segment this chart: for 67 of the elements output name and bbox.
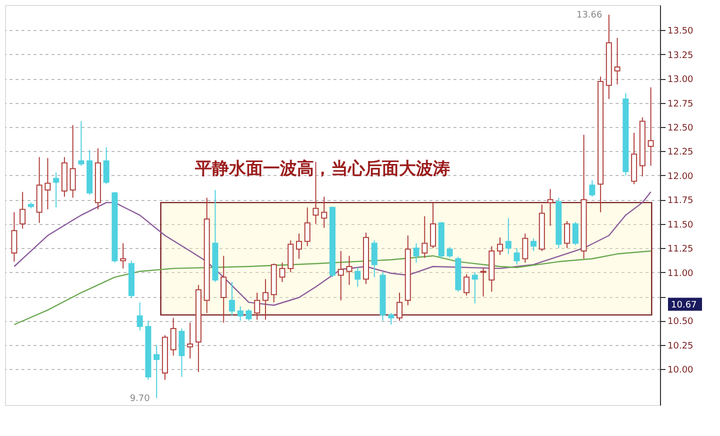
candlestick — [53, 172, 60, 208]
y-tick-label: 10.50 — [668, 317, 694, 328]
candlestick — [20, 191, 26, 230]
y-tick-label: 10.00 — [668, 366, 694, 376]
candlestick — [446, 246, 453, 258]
candlestick — [304, 206, 310, 247]
candlestick — [564, 220, 570, 249]
candlestick — [648, 86, 654, 166]
candlestick — [296, 233, 302, 260]
candlestick — [220, 255, 227, 324]
candlestick — [246, 308, 252, 322]
candlestick — [589, 180, 596, 198]
y-tick-label: 11.25 — [668, 244, 694, 255]
line-series — [14, 250, 652, 326]
candlestick — [547, 188, 554, 226]
line-series — [14, 191, 652, 306]
y-tick-label: 12.75 — [668, 99, 694, 110]
candlestick — [154, 344, 160, 399]
candlestick — [505, 218, 512, 254]
y-tick-label: 13.00 — [668, 75, 694, 86]
y-tick-label: 10.25 — [668, 341, 694, 352]
candlestick — [480, 266, 486, 298]
candlestick — [497, 236, 504, 256]
y-tick-label: 12.00 — [668, 172, 694, 182]
y-tick-label: 13.25 — [668, 50, 694, 61]
candlestick — [254, 292, 260, 320]
candlestick — [614, 37, 620, 85]
annotation: 平静水面一波高，当心后面大波涛 — [194, 159, 450, 179]
candlestick — [396, 292, 403, 322]
candlestick — [388, 312, 394, 326]
candlestick — [530, 238, 537, 252]
candlestick — [11, 212, 18, 262]
candlestick — [228, 282, 235, 316]
candlestick — [279, 262, 286, 282]
candlestick — [262, 278, 268, 320]
candlestick — [338, 250, 344, 301]
candlestick — [321, 196, 328, 228]
candlestick — [103, 146, 110, 185]
y-tick-label: 11.50 — [668, 220, 694, 230]
candlestick — [136, 302, 143, 331]
y-tick-label: 12.50 — [668, 124, 694, 134]
candlestick — [522, 233, 528, 264]
candlestick — [70, 124, 76, 198]
candlestick — [413, 242, 420, 264]
candlestick — [120, 242, 126, 269]
candlestick — [422, 216, 428, 258]
candlestick — [346, 255, 352, 286]
annotation: 13.66 — [576, 10, 602, 21]
annotation: 9.70 — [130, 394, 150, 404]
y-tick-label: 11.75 — [668, 196, 694, 206]
candlestick — [170, 317, 176, 356]
candlestick — [312, 161, 319, 224]
candlestick — [78, 120, 84, 166]
candlestick — [187, 322, 194, 360]
candlestick — [430, 202, 436, 249]
candlestick — [472, 272, 478, 304]
candlestick — [514, 248, 520, 266]
candlestick — [237, 306, 244, 322]
y-tick-label: 12.25 — [668, 148, 694, 158]
candlestick — [464, 274, 470, 296]
y-tick-label: 11.00 — [668, 268, 694, 279]
text: 10.67 — [671, 300, 697, 310]
candlestick — [572, 221, 578, 246]
y-tick-label: 13.50 — [668, 26, 694, 37]
candlestick — [44, 158, 51, 210]
candlestick — [354, 266, 361, 288]
candlestick — [371, 240, 378, 278]
